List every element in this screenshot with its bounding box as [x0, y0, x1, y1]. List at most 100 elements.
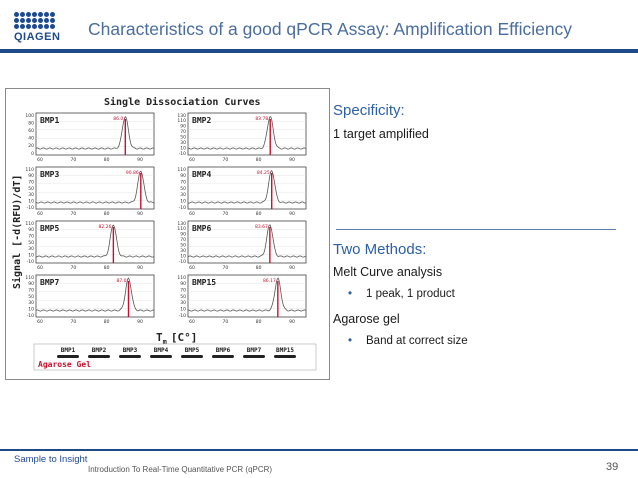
- y-tick-label: 70: [28, 233, 34, 239]
- y-tick-label: 90: [28, 281, 34, 287]
- y-tick-label: 30: [28, 246, 34, 252]
- x-tick-label: 70: [222, 265, 228, 271]
- agarose-title: Agarose gel: [333, 312, 400, 326]
- gel-lane-label: BMP1: [61, 347, 76, 354]
- y-tick-label: 70: [180, 287, 186, 293]
- dissociation-curves-graphic: Single Dissociation Curves Signal [-d(RF…: [11, 96, 317, 371]
- melt-bullet-text: 1 peak, 1 product: [366, 288, 455, 300]
- gel-band: [57, 355, 79, 358]
- agarose-bullet: • Band at correct size: [348, 335, 468, 347]
- gel-lane-label: BMP5: [185, 347, 200, 354]
- panel-frame: [187, 166, 307, 210]
- bullet-icon: •: [348, 335, 353, 347]
- y-tick-label: 90: [180, 281, 186, 287]
- melt-curve-line: [35, 277, 155, 312]
- qiagen-logo: QIAGEN: [14, 12, 62, 52]
- y-tick-label: -10: [27, 259, 34, 265]
- slide-title: Characteristics of a good qPCR Assay: Am…: [88, 19, 573, 39]
- melt-curve-line: [187, 277, 307, 312]
- peak-value-label: 83.78: [255, 116, 268, 122]
- melt-curve-line: [187, 116, 307, 150]
- gel-band: [243, 355, 265, 358]
- y-tick-label: -10: [179, 205, 186, 211]
- y-tick-label: 30: [180, 192, 186, 198]
- footer-divider: [0, 449, 638, 451]
- y-tick-label: 10: [28, 198, 34, 204]
- y-tick-label: 90: [180, 232, 186, 238]
- peak-value-label: 84.25: [257, 170, 270, 176]
- y-tick-label: 100: [25, 113, 34, 119]
- x-tick-label: 80: [104, 265, 110, 271]
- y-tick-label: 30: [180, 140, 186, 146]
- y-tick-label: 110: [177, 167, 186, 173]
- panel-name: BMP6: [192, 224, 211, 233]
- dissociation-figure: Single Dissociation Curves Signal [-d(RF…: [5, 88, 330, 380]
- y-tick-label: 10: [180, 253, 186, 259]
- gel-band: [212, 355, 234, 358]
- y-tick-label: 110: [25, 167, 34, 173]
- panel-name: BMP3: [40, 170, 59, 179]
- y-tick-label: 130: [177, 113, 186, 119]
- x-tick-label: 80: [104, 211, 110, 217]
- y-tick-label: -10: [27, 313, 34, 319]
- y-tick-label: 110: [177, 226, 186, 232]
- x-tick-label: 80: [104, 319, 110, 325]
- y-tick-label: -10: [179, 313, 186, 319]
- y-tick-label: 70: [28, 179, 34, 185]
- y-tick-label: 110: [25, 275, 34, 281]
- y-tick-label: 70: [180, 237, 186, 243]
- y-tick-label: 40: [28, 136, 34, 142]
- gel-lane-label: BMP3: [123, 347, 138, 354]
- x-tick-label: 80: [256, 265, 262, 271]
- x-axis-unit: [C°]: [171, 331, 198, 344]
- y-tick-label: 110: [177, 275, 186, 281]
- x-tick-label: 70: [222, 211, 228, 217]
- x-tick-label: 80: [256, 211, 262, 217]
- x-tick-label: 80: [256, 157, 262, 163]
- panel-name: BMP4: [192, 170, 211, 179]
- gel-strip: [33, 343, 317, 371]
- x-tick-label: 90: [137, 319, 143, 325]
- section-divider: [336, 229, 616, 230]
- peak-value-label: 82.26: [98, 224, 111, 230]
- x-tick-label: 70: [222, 157, 228, 163]
- x-tick-label: 70: [70, 319, 76, 325]
- panel-name: BMP7: [40, 278, 59, 287]
- y-tick-label: 90: [180, 124, 186, 130]
- y-tick-label: 90: [180, 173, 186, 179]
- melt-curve-line: [187, 224, 307, 258]
- bullet-icon: •: [348, 288, 353, 300]
- x-axis-t: T: [156, 331, 163, 344]
- y-tick-label: 30: [28, 300, 34, 306]
- melt-curve-bullet: • 1 peak, 1 product: [348, 288, 455, 300]
- y-tick-label: 20: [28, 143, 34, 149]
- y-tick-label: 10: [28, 252, 34, 258]
- y-tick-label: -10: [179, 151, 186, 157]
- y-tick-label: 110: [25, 221, 34, 227]
- footer-tagline: Sample to Insight: [14, 454, 88, 465]
- gel-band: [150, 355, 172, 358]
- methods-heading: Two Methods:: [333, 241, 427, 258]
- specificity-heading: Specificity:: [333, 102, 405, 119]
- melt-curve-line: [35, 224, 155, 258]
- x-tick-label: 90: [289, 265, 295, 271]
- peak-value-label: 90.86: [126, 170, 139, 176]
- y-tick-label: 50: [28, 294, 34, 300]
- panel-frame: [35, 220, 155, 264]
- melt-curve-line: [35, 170, 155, 204]
- gel-lane-label: BMP6: [216, 347, 231, 354]
- gel-lane-label: BMP15: [276, 347, 294, 354]
- y-tick-label: 90: [28, 173, 34, 179]
- y-tick-label: 10: [180, 306, 186, 312]
- gel-bullet-text: Band at correct size: [366, 335, 468, 347]
- gel-label: Agarose Gel: [38, 360, 91, 369]
- y-tick-label: 50: [180, 186, 186, 192]
- gel-lane-label: BMP2: [92, 347, 107, 354]
- y-tick-label: 0: [31, 151, 34, 157]
- page-number: 39: [606, 461, 619, 473]
- logo-wordmark: QIAGEN: [14, 31, 61, 43]
- y-tick-label: 110: [177, 118, 186, 124]
